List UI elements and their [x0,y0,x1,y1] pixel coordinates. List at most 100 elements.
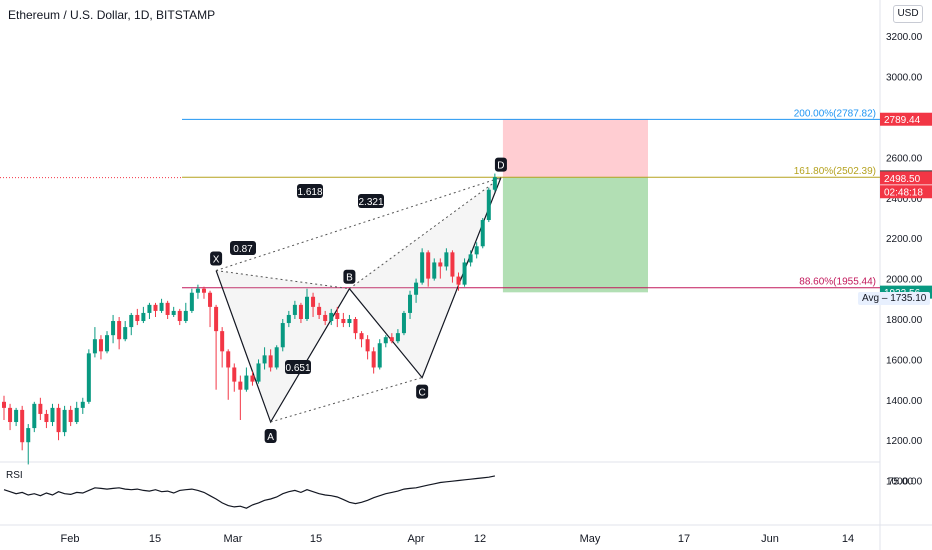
time-tick-label: 17 [678,533,690,545]
currency-label[interactable]: USD [893,5,923,23]
candle-body [20,409,25,443]
candle-body [171,310,176,315]
candle-body [98,339,103,352]
price-axis-tag-text: 2789.44 [884,115,921,126]
candle-body [195,288,200,293]
fib-level-label: 200.00%(2787.82) [794,108,876,119]
time-tick-label: Feb [61,533,80,545]
take-profit-zone [502,177,648,293]
time-tick-label: Apr [407,533,424,545]
candle-body [426,252,431,279]
symbol-title: Ethereum / U.S. Dollar, 1D, BITSTAMP [8,8,216,22]
candle-body [226,351,231,368]
candle-body [68,409,73,423]
rsi-tick-label: 75.00 [888,477,913,488]
candle-body [311,296,316,307]
candle-body [292,304,297,315]
price-tick-label: 1400.00 [886,396,923,407]
candle-body [250,375,255,382]
ratio-label-bg [358,194,384,208]
price-tick-label: 2600.00 [886,153,923,164]
candle-body [280,323,285,348]
candle-body [214,306,219,332]
candle-body [268,355,273,368]
candle-body [123,327,128,340]
candle-body [141,312,146,322]
candle-body [317,306,322,315]
avg-value: 1735.10 [890,293,927,304]
candle-body [220,331,225,352]
candle-body [408,294,413,313]
point-label-bg [343,269,356,284]
avg-label: Avg – 1735.10 [858,292,931,305]
candle-body [298,304,303,319]
time-tick-label: 12 [474,533,486,545]
candle-body [359,333,364,340]
candle-body [474,246,479,255]
ratio-label-bg [230,241,256,255]
candle-body [8,407,13,423]
rsi-label: RSI [6,470,23,481]
time-tick-label: Jun [761,533,779,545]
price-tick-label: 1800.00 [886,315,923,326]
candle-body [389,337,394,342]
price-tick-label: 1200.00 [886,436,923,447]
candle-body [480,220,485,247]
avg-label-text: Avg [862,293,880,304]
candle-body [323,314,328,322]
fib-level-label: 161.80%(2502.39) [794,166,876,177]
candle-body [111,321,116,336]
time-tick-label: Mar [224,533,243,545]
price-axis-tag [880,185,932,199]
candle-body [401,312,406,334]
candle-body [450,252,455,277]
fib-level-label: 88.60%(1955.44) [799,277,876,288]
point-label: D [497,161,504,172]
rsi-line [3,475,496,509]
time-tick-label: 15 [149,533,161,545]
point-label-bg [494,157,507,172]
stop-loss-zone [502,119,648,178]
candle-body [377,343,382,368]
candle-body [329,312,334,322]
candle-body [341,319,346,324]
candle-body [129,314,134,328]
candle-body [347,319,352,324]
candle-body [486,189,491,221]
candle-body [286,314,291,324]
candle-body [353,319,358,334]
candle-body [62,409,67,433]
candle-body [420,252,425,283]
price-axis-tag [880,112,932,126]
candle-body [32,403,37,429]
candle-body [44,413,49,423]
price-tick-label: 2400.00 [886,194,923,205]
candle-body [244,375,249,390]
candle-body [456,276,461,285]
candle-body [492,177,497,190]
candle-body [86,353,91,402]
price-tick-label: 1000.00 [886,477,923,488]
candle-body [444,252,449,267]
candle-body [395,333,400,342]
candle-body [50,407,55,423]
ratio-label: 2.321 [358,197,383,208]
candle-body [414,282,419,295]
price-tick-label: 2200.00 [886,234,923,245]
candle-body [256,363,261,382]
candle-body [462,262,467,285]
price-tick-label: 3200.00 [886,32,923,43]
candle-body [201,288,206,293]
candle-body [208,292,213,307]
pattern-ratio-line [270,377,423,423]
candle-body [305,296,309,319]
candle-body [159,302,164,311]
candle-body [80,401,85,408]
candle-body [105,335,110,352]
candle-body [2,401,6,408]
candle-body [238,381,243,390]
pattern-fill-bcd [349,177,501,378]
candle-body [365,339,370,352]
candle-body [92,339,97,354]
point-label: B [346,273,353,284]
